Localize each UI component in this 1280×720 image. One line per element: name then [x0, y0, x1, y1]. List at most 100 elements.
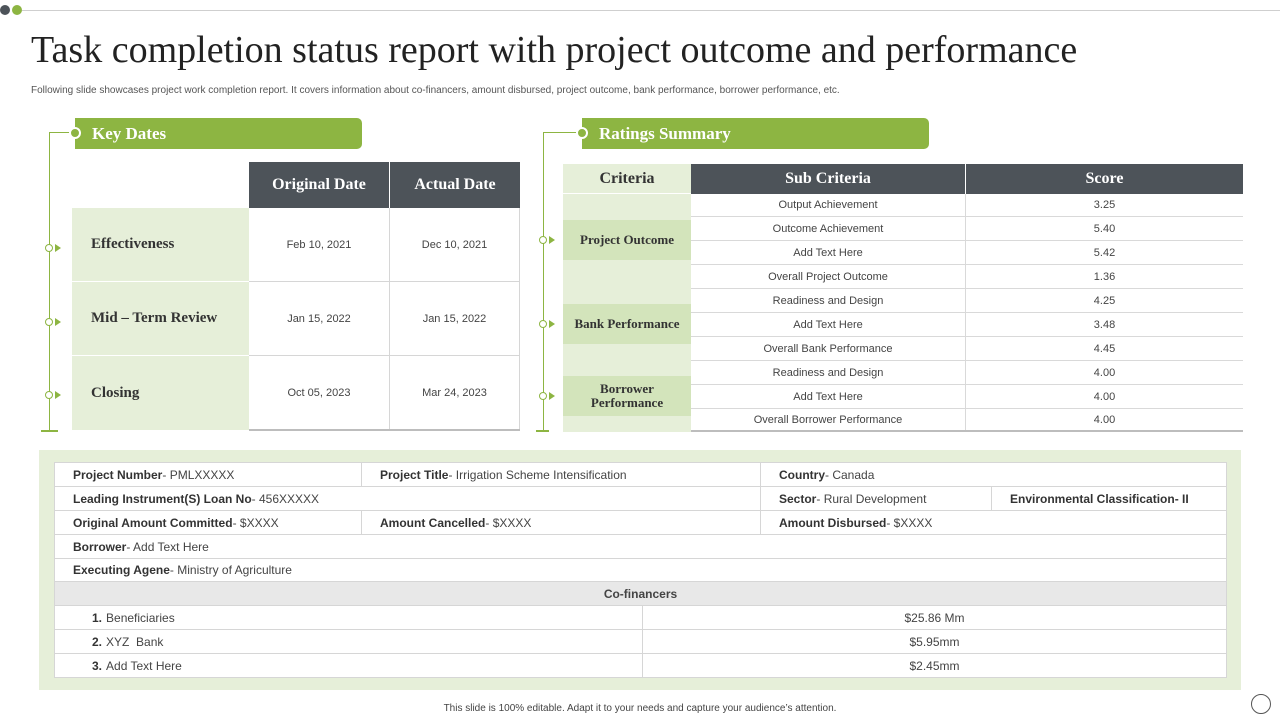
field-value: - Ministry of Agriculture: [169, 563, 292, 577]
slide-corner-circle-icon: [1251, 694, 1271, 714]
executing-agency-field: Executing Agene - Ministry of Agricultur…: [55, 559, 1226, 582]
table-bottom-rule: [249, 429, 520, 431]
field-key: Borrower: [73, 539, 127, 554]
cofinancer-name: Beneficiaries: [106, 610, 175, 625]
original-date-cell: Feb 10, 2021: [249, 208, 390, 282]
sub-criteria-cell: Add Text Here: [691, 241, 966, 265]
field-key: Sector: [779, 491, 817, 506]
timeline-marker-icon: [539, 235, 555, 245]
field-value: - $XXXX: [485, 515, 532, 530]
cofinancer-name-cell: 2. XYZ Bank: [55, 630, 643, 654]
cofinancer-number: 1.: [92, 610, 103, 625]
table-bottom-rule: [691, 430, 1243, 432]
cofinancers-header: Co-financers: [55, 582, 1226, 606]
key-date-label: Mid – Term Review: [72, 282, 249, 356]
key-dates-connector: [49, 132, 75, 133]
cofinancer-amount-cell: $25.86 Mm: [643, 606, 1226, 630]
field-value: - PMLXXXXX: [162, 467, 235, 482]
original-amount-field: Original Amount Committed - $XXXX: [55, 511, 362, 535]
cofinancer-name: Add Text Here: [106, 659, 182, 673]
col-header-actual-date: Actual Date: [390, 162, 520, 208]
header-dot-icon: [576, 127, 588, 139]
score-cell: 1.36: [966, 265, 1243, 289]
field-value: - $XXXX: [232, 515, 279, 530]
criteria-label: Bank Performance: [563, 304, 691, 344]
ratings-summary-header-label: Ratings Summary: [599, 124, 731, 143]
loan-number-field: Leading Instrument(S) Loan No - 456XXXXX: [55, 487, 761, 511]
field-value: - $XXXX: [886, 515, 933, 530]
sub-criteria-cell: Add Text Here: [691, 385, 966, 409]
borrower-field: Borrower - Add Text Here: [55, 535, 1226, 559]
slide-dot-dark: [0, 5, 10, 15]
original-date-cell: Oct 05, 2023: [249, 356, 390, 431]
key-dates-header: Key Dates: [69, 118, 362, 149]
ratings-timeline-base: [536, 430, 549, 432]
criteria-label: Project Outcome: [563, 220, 691, 260]
ratings-table: Criteria Sub Criteria Score Project Outc…: [563, 164, 1243, 432]
footer-note: This slide is 100% editable. Adapt it to…: [443, 703, 837, 714]
page-subtitle: Following slide showcases project work c…: [31, 85, 840, 96]
field-key: Project Title: [380, 467, 449, 482]
amount-disbursed-field: Amount Disbursed - $XXXX: [761, 511, 1226, 535]
environmental-classification-field: Environmental Classification - II: [992, 487, 1226, 511]
field-value: - Rural Development: [816, 491, 927, 506]
key-dates-table: Original Date Actual Date Effectiveness …: [72, 162, 520, 431]
timeline-marker-icon: [539, 319, 555, 329]
score-cell: 4.25: [966, 289, 1243, 313]
actual-date-cell: Dec 10, 2021: [390, 208, 520, 282]
cofinancer-amount-cell: $2.45mm: [909, 659, 960, 673]
score-cell: 5.40: [966, 217, 1243, 241]
project-number-field: Project Number - PMLXXXXX: [55, 463, 362, 487]
sub-criteria-cell: Output Achievement: [691, 194, 966, 217]
score-cell: 4.00: [966, 409, 1243, 431]
header-dot-icon: [69, 127, 81, 139]
col-header-score: Score: [966, 164, 1243, 194]
project-title-field: Project Title - Irrigation Scheme Intens…: [362, 463, 761, 487]
field-value: - Irrigation Scheme Intensification: [448, 467, 627, 482]
cofinancer-amount-cell: $5.95mm: [643, 630, 1226, 654]
sub-criteria-cell: Overall Borrower Performance: [691, 409, 966, 431]
actual-date-cell: Mar 24, 2023: [390, 356, 520, 431]
sub-criteria-cell: Overall Project Outcome: [691, 265, 966, 289]
field-value: - 456XXXXX: [251, 491, 320, 506]
original-date-cell: Jan 15, 2022: [249, 282, 390, 356]
sub-criteria-cell: Readiness and Design: [691, 361, 966, 385]
cofinancer-name-cell: 1. Beneficiaries: [55, 606, 643, 630]
score-cell: 4.45: [966, 337, 1243, 361]
score-cell: 3.25: [966, 194, 1243, 217]
actual-date-cell: Jan 15, 2022: [390, 282, 520, 356]
cofinancer-name: XYZ Bank: [106, 634, 164, 649]
score-cell: 4.00: [966, 385, 1243, 409]
field-key: Project Number: [73, 467, 163, 482]
key-date-label: Effectiveness: [72, 208, 249, 282]
field-key: Executing Agene: [73, 563, 170, 577]
col-header-sub-criteria: Sub Criteria: [691, 164, 966, 194]
sub-criteria-cell: Readiness and Design: [691, 289, 966, 313]
col-header-original-date: Original Date: [249, 162, 390, 208]
score-cell: 3.48: [966, 313, 1243, 337]
field-key: Leading Instrument(S) Loan No: [73, 491, 252, 506]
field-key: Country: [779, 467, 825, 482]
field-key: Amount Cancelled: [380, 515, 486, 530]
slide-dot-green: [12, 5, 22, 15]
criteria-label: Borrower Performance: [563, 376, 691, 416]
score-cell: 5.42: [966, 241, 1243, 265]
sub-criteria-cell: Add Text Here: [691, 313, 966, 337]
sector-field: Sector - Rural Development: [761, 487, 992, 511]
col-header-criteria: Criteria: [563, 164, 691, 194]
field-key: Environmental Classification: [1010, 491, 1175, 506]
field-key: Original Amount Committed: [73, 515, 233, 530]
country-field: Country - Canada: [761, 463, 1226, 487]
sub-criteria-cell: Outcome Achievement: [691, 217, 966, 241]
amount-cancelled-field: Amount Cancelled - $XXXX: [362, 511, 761, 535]
sub-criteria-cell: Overall Bank Performance: [691, 337, 966, 361]
key-date-label: Closing: [72, 356, 249, 431]
timeline-marker-icon: [539, 391, 555, 401]
cofinancer-number: 2.: [92, 634, 103, 649]
ratings-summary-header: Ratings Summary: [576, 118, 929, 149]
page-title: Task completion status report with proje…: [31, 29, 1078, 71]
timeline-marker-icon: [45, 317, 61, 327]
field-value: - Canada: [825, 467, 875, 482]
field-value: - Add Text Here: [126, 539, 209, 554]
ratings-connector: [543, 132, 581, 133]
